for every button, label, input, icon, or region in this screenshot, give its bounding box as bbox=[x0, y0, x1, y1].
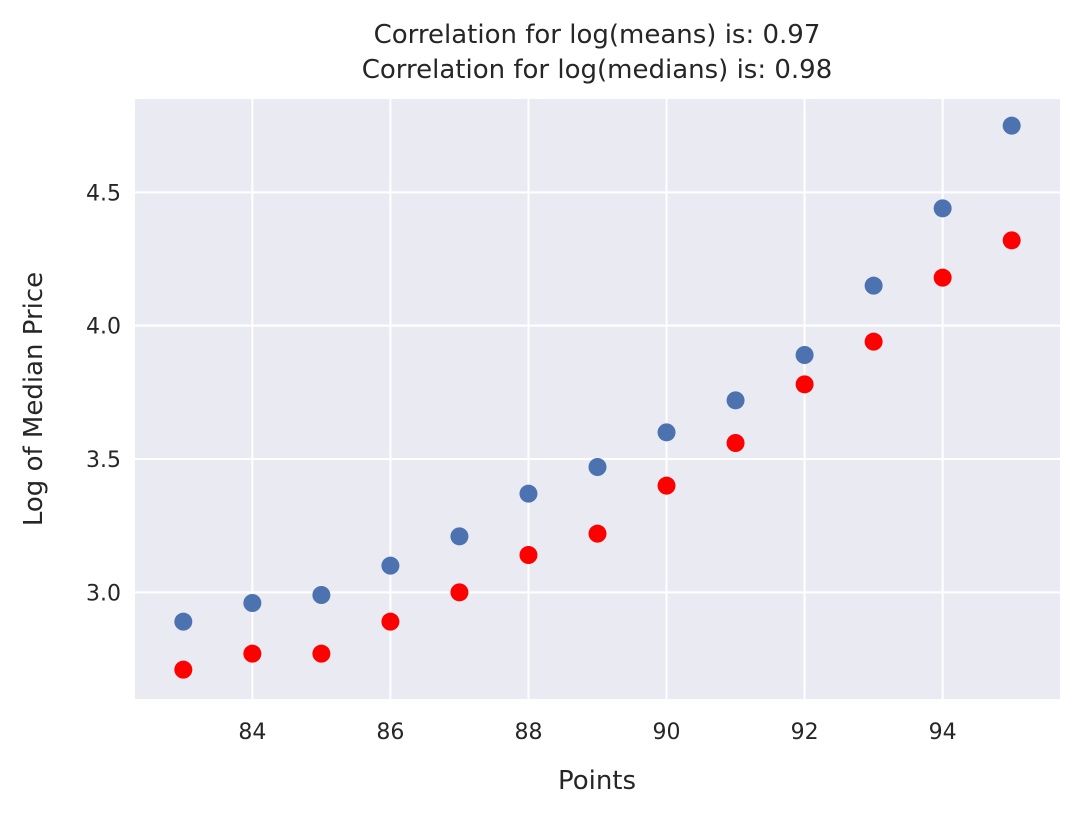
data-point bbox=[588, 524, 607, 543]
series-1 bbox=[174, 231, 1021, 679]
x-tick-label: 90 bbox=[653, 720, 681, 745]
data-point bbox=[381, 556, 400, 575]
x-tick-label: 94 bbox=[929, 720, 957, 745]
plot-background bbox=[135, 99, 1060, 699]
x-axis-label: Points bbox=[558, 766, 636, 796]
data-point bbox=[174, 660, 193, 679]
data-point bbox=[726, 391, 745, 410]
data-point bbox=[1002, 116, 1021, 135]
y-tick-label: 4.5 bbox=[86, 181, 121, 206]
x-tick-label: 92 bbox=[791, 720, 819, 745]
data-point bbox=[933, 268, 952, 287]
x-tick-label: 86 bbox=[376, 720, 404, 745]
data-point bbox=[519, 546, 538, 564]
data-point bbox=[795, 375, 814, 394]
data-point bbox=[312, 644, 331, 663]
data-point bbox=[450, 527, 469, 546]
data-point bbox=[588, 458, 607, 476]
data-point bbox=[312, 586, 331, 604]
x-tick-label: 88 bbox=[514, 720, 542, 745]
y-tick-label: 4.0 bbox=[86, 315, 121, 340]
grid bbox=[135, 99, 1060, 699]
data-point bbox=[519, 484, 538, 503]
data-point bbox=[1002, 231, 1021, 250]
y-tick-labels: 3.0 3.5 4.0 4.5 bbox=[86, 181, 121, 606]
data-points bbox=[174, 116, 1021, 679]
data-point bbox=[657, 476, 676, 495]
data-point bbox=[174, 612, 193, 631]
y-tick-label: 3.5 bbox=[86, 448, 121, 473]
data-point bbox=[657, 423, 676, 442]
data-point bbox=[243, 644, 262, 663]
data-point bbox=[243, 594, 262, 612]
data-point bbox=[450, 583, 469, 602]
data-point bbox=[864, 276, 883, 295]
y-tick-label: 3.0 bbox=[86, 581, 121, 606]
y-axis-label: Log of Median Price bbox=[19, 272, 49, 526]
series-0 bbox=[174, 116, 1021, 631]
data-point bbox=[864, 332, 883, 351]
chart-title: Correlation for log(means) is: 0.97 bbox=[374, 20, 821, 50]
x-tick-labels: 84 86 88 90 92 94 bbox=[238, 720, 956, 745]
data-point bbox=[795, 346, 814, 364]
x-tick-label: 84 bbox=[238, 720, 266, 745]
data-point bbox=[381, 612, 400, 631]
chart-subtitle: Correlation for log(medians) is: 0.98 bbox=[362, 55, 833, 85]
data-point bbox=[933, 199, 952, 218]
data-point bbox=[726, 434, 745, 452]
